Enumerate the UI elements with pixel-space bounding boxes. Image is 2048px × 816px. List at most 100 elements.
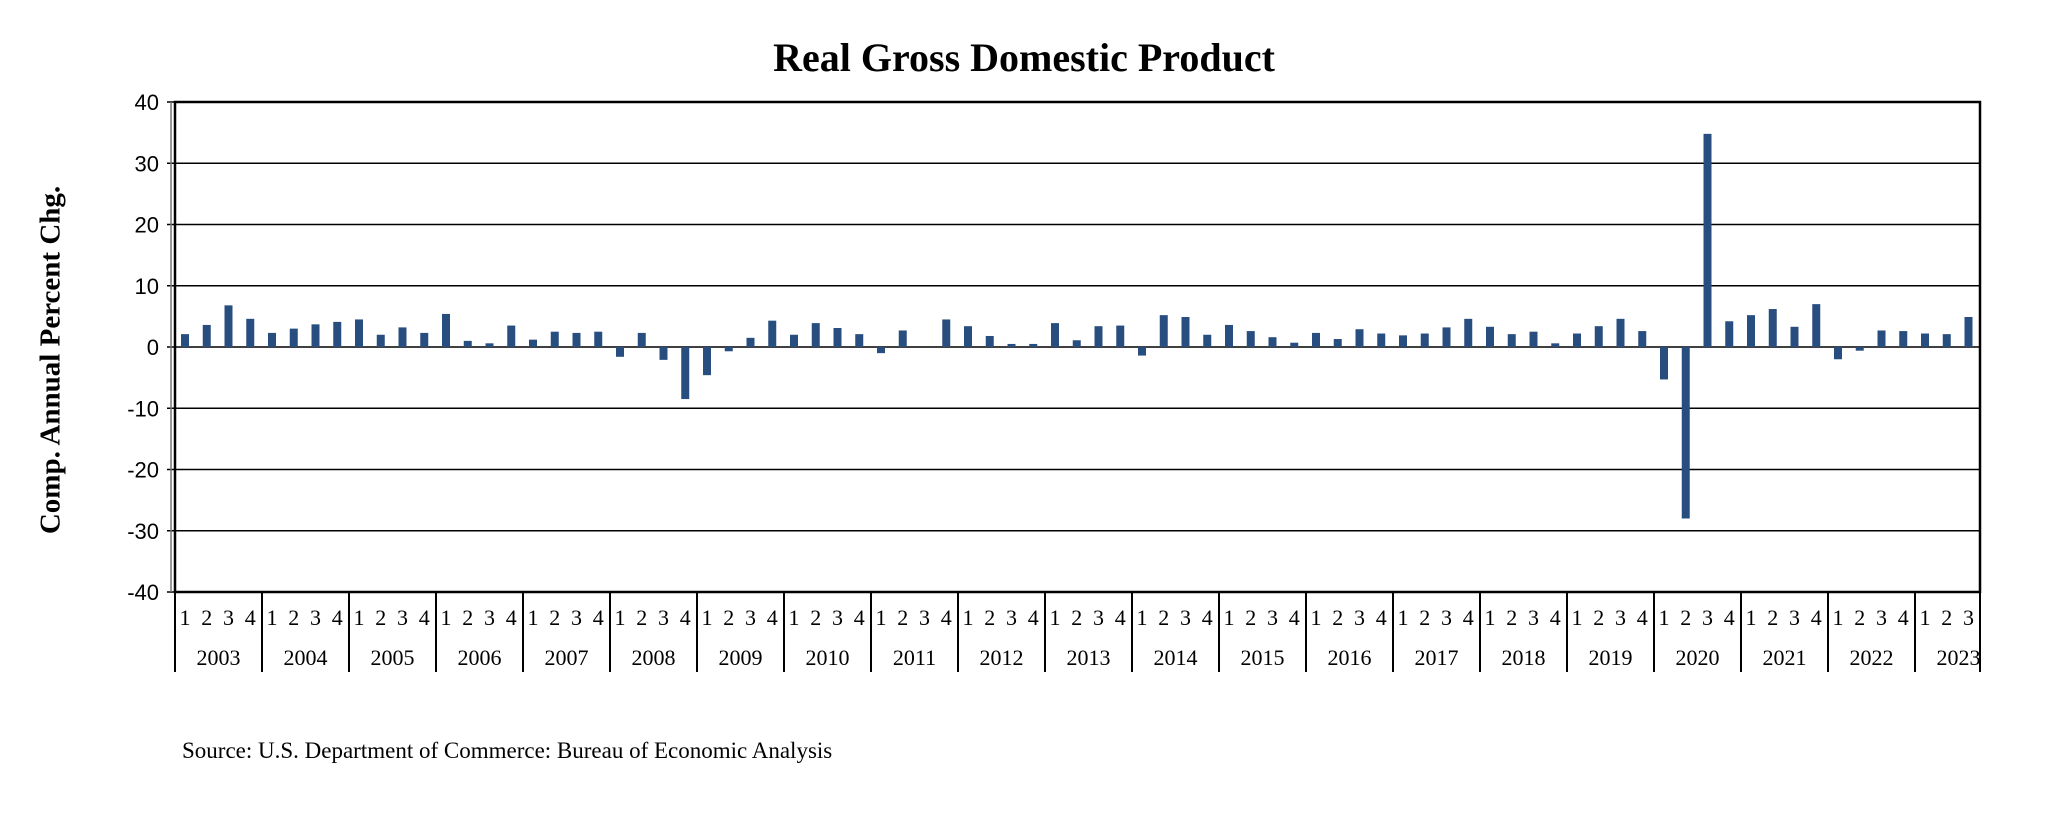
bar	[1768, 309, 1777, 347]
quarter-label: 3	[1528, 605, 1539, 630]
bar	[1703, 133, 1712, 347]
year-label: 2006	[458, 645, 502, 670]
quarter-label: 1	[1398, 605, 1409, 630]
bar	[942, 319, 951, 347]
bar	[1725, 321, 1734, 347]
y-tick-label: -20	[127, 458, 159, 483]
quarter-label: 4	[680, 605, 691, 630]
quarter-label: 3	[1006, 605, 1017, 630]
quarter-label: 2	[549, 605, 560, 630]
quarter-label: 4	[1115, 605, 1126, 630]
bar	[550, 331, 559, 347]
y-tick-label: 30	[135, 151, 159, 176]
quarter-label: 2	[984, 605, 995, 630]
bar	[355, 319, 363, 347]
bar	[1290, 342, 1299, 347]
quarter-label: 2	[1941, 605, 1952, 630]
quarter-label: 3	[571, 605, 582, 630]
bar	[1442, 327, 1451, 347]
quarter-label: 3	[484, 605, 495, 630]
y-tick-label: 20	[135, 213, 159, 238]
bar	[811, 323, 820, 347]
bar	[855, 334, 864, 347]
bar	[442, 313, 450, 347]
bar	[572, 332, 581, 347]
quarter-label: 2	[1680, 605, 1691, 630]
bar	[224, 305, 233, 347]
quarter-label: 4	[245, 605, 256, 630]
bar	[333, 321, 342, 347]
quarter-label: 2	[810, 605, 821, 630]
bar	[1899, 331, 1908, 347]
year-label: 2003	[197, 645, 241, 670]
bar	[311, 324, 320, 347]
quarter-label: 4	[1202, 605, 1213, 630]
quarter-label: 1	[267, 605, 278, 630]
quarter-label: 4	[1376, 605, 1387, 630]
bar	[485, 343, 494, 347]
year-label: 2018	[1502, 645, 1546, 670]
bar	[1399, 335, 1407, 347]
bar	[1790, 326, 1799, 347]
quarter-label: 2	[1767, 605, 1778, 630]
quarter-label: 1	[1659, 605, 1670, 630]
quarter-label: 2	[897, 605, 908, 630]
year-label: 2009	[719, 645, 763, 670]
bar	[1225, 324, 1233, 347]
bar	[202, 324, 211, 347]
bar	[1486, 326, 1494, 347]
source-note: Source: U.S. Department of Commerce: Bur…	[182, 738, 833, 763]
quarter-label: 4	[1550, 605, 1561, 630]
year-label: 2023	[1937, 645, 1981, 670]
bar	[1246, 331, 1255, 347]
quarter-label: 4	[854, 605, 865, 630]
quarter-label: 4	[1463, 605, 1474, 630]
quarter-label: 3	[310, 605, 321, 630]
bar	[1007, 343, 1016, 347]
quarter-label: 3	[1180, 605, 1191, 630]
bar	[181, 334, 189, 347]
bar	[1377, 333, 1386, 347]
year-label: 2005	[371, 645, 415, 670]
year-label: 2014	[1154, 645, 1198, 670]
bar	[1507, 334, 1516, 347]
quarter-label: 3	[1615, 605, 1626, 630]
bar	[1573, 333, 1581, 347]
bar	[1333, 339, 1342, 347]
quarter-label: 1	[1485, 605, 1496, 630]
quarter-label: 2	[1158, 605, 1169, 630]
quarter-label: 2	[636, 605, 647, 630]
quarter-label: 1	[1572, 605, 1583, 630]
quarter-label: 1	[702, 605, 713, 630]
quarter-label: 3	[745, 605, 756, 630]
bar	[681, 347, 690, 400]
quarter-label: 4	[1028, 605, 1039, 630]
bar	[1072, 340, 1081, 347]
bar	[1638, 331, 1647, 347]
bar	[529, 339, 537, 347]
y-tick-label: -30	[127, 519, 159, 544]
bar	[463, 340, 472, 347]
bar	[1551, 343, 1560, 347]
bar	[833, 328, 842, 347]
bar	[1464, 318, 1473, 347]
quarter-label: 4	[332, 605, 343, 630]
quarter-label: 2	[462, 605, 473, 630]
bar	[877, 347, 885, 354]
quarter-label: 2	[1245, 605, 1256, 630]
quarter-label: 3	[1267, 605, 1278, 630]
quarter-label: 4	[941, 605, 952, 630]
year-label: 2017	[1415, 645, 1459, 670]
bar	[1855, 347, 1864, 351]
year-label: 2015	[1241, 645, 1285, 670]
quarter-label: 2	[1854, 605, 1865, 630]
quarter-label: 1	[1137, 605, 1148, 630]
bar	[1203, 334, 1212, 347]
plot-frame	[173, 100, 1982, 594]
quarter-label: 1	[615, 605, 626, 630]
quarter-label: 2	[375, 605, 386, 630]
bar	[637, 332, 646, 347]
bar	[594, 331, 603, 347]
bar	[1116, 325, 1125, 347]
quarter-label: 1	[1833, 605, 1844, 630]
